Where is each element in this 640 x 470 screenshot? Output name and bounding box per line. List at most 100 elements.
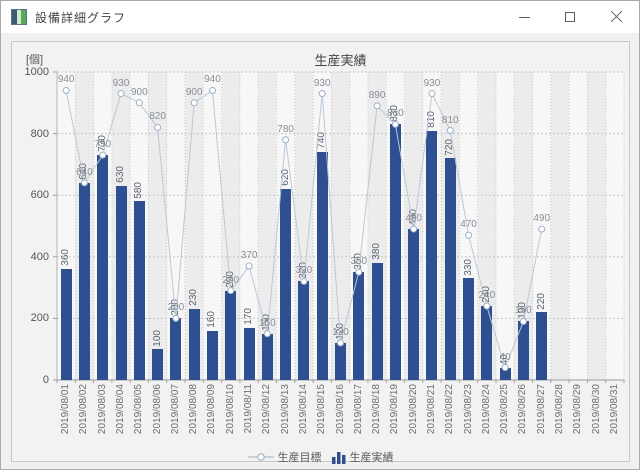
target-value-label: 200 — [167, 302, 185, 314]
x-axis-date-label: 2019/08/14 — [297, 384, 309, 435]
maximize-button[interactable] — [547, 1, 593, 33]
y-axis-unit-label: [個] — [26, 54, 44, 66]
x-axis-date-label: 2019/08/10 — [224, 384, 236, 435]
column-stripe — [495, 72, 515, 380]
x-axis-date-label: 2019/08/03 — [96, 384, 108, 435]
legend-item-actual: 生産実績 — [331, 449, 394, 465]
column-stripe — [166, 72, 186, 380]
x-axis-date-label: 2019/08/23 — [462, 384, 474, 435]
chart-legend: 生産目標 生産実績 — [12, 448, 629, 466]
production-bar — [188, 309, 200, 380]
target-value-label: 240 — [478, 290, 496, 302]
column-stripe — [185, 72, 204, 380]
x-axis-date-label: 2019/08/04 — [115, 384, 127, 435]
legend-item-target: 生産目標 — [247, 449, 322, 465]
target-value-label: 930 — [423, 77, 441, 89]
production-bar — [243, 327, 255, 380]
production-bar — [444, 158, 456, 380]
title-bar[interactable]: 設備詳細グラフ — [1, 1, 639, 33]
production-bar — [152, 349, 164, 380]
x-axis-date-label: 2019/08/06 — [151, 384, 163, 435]
x-axis-date-label: 2019/08/19 — [389, 384, 401, 435]
production-bar — [97, 155, 109, 380]
target-value-label: 350 — [350, 256, 368, 268]
target-value-label: 120 — [332, 327, 349, 339]
target-value-label: 900 — [185, 86, 203, 98]
x-axis-date-label: 2019/08/31 — [608, 384, 620, 435]
x-axis-date-label: 2019/08/26 — [517, 384, 529, 435]
minimize-button[interactable] — [501, 1, 547, 33]
column-stripe — [148, 72, 167, 380]
target-value-label: 820 — [149, 111, 166, 123]
line-marker-icon — [247, 453, 274, 461]
x-axis-date-label: 2019/08/09 — [206, 384, 218, 435]
x-axis-date-label: 2019/08/17 — [352, 384, 364, 435]
column-stripe — [605, 72, 624, 380]
target-value-label: 940 — [57, 74, 75, 86]
close-icon — [610, 11, 622, 23]
production-bar — [225, 290, 237, 380]
chart-panel: [個] 生産実績 0 200 400 600 800 1000 360 640 730 630 58… — [11, 41, 630, 464]
production-bar — [426, 130, 438, 380]
chart-title: 生産実績 — [314, 53, 367, 68]
target-value-label: 890 — [368, 89, 386, 101]
minimize-icon — [518, 16, 530, 18]
y-axis-tick-label: 0 — [42, 374, 49, 386]
target-value-label: 780 — [277, 123, 294, 135]
column-stripe — [258, 72, 277, 380]
production-bar — [353, 272, 365, 380]
production-bar — [261, 333, 273, 380]
target-value-label: 190 — [515, 305, 532, 317]
production-bar — [133, 201, 145, 380]
target-value-label: 290 — [222, 274, 240, 286]
column-stripe — [331, 72, 350, 380]
x-axis-date-label: 2019/08/16 — [334, 384, 346, 435]
production-bar — [316, 152, 328, 380]
x-axis-date-label: 2019/08/12 — [261, 384, 273, 435]
x-axis-date-label: 2019/08/08 — [188, 384, 200, 435]
target-value-label: 470 — [460, 219, 477, 231]
production-bar — [481, 306, 493, 380]
column-stripe — [203, 72, 222, 380]
target-value-label: 940 — [204, 74, 221, 86]
x-axis-date-label: 2019/08/22 — [444, 384, 456, 435]
production-bar — [206, 330, 218, 380]
production-bar — [517, 321, 529, 380]
column-stripe — [587, 72, 606, 380]
target-value-label: 730 — [94, 139, 112, 151]
production-bar — [60, 269, 72, 380]
x-axis-date-label: 2019/08/01 — [60, 384, 72, 435]
x-axis-date-label: 2019/08/18 — [371, 384, 383, 435]
maximize-icon — [565, 12, 575, 22]
close-button[interactable] — [593, 1, 639, 33]
x-axis-date-label: 2019/08/24 — [480, 384, 492, 435]
x-axis-date-label: 2019/08/15 — [316, 384, 328, 435]
production-bar — [389, 124, 401, 380]
x-axis-date-label: 2019/08/29 — [572, 384, 584, 435]
y-axis-tick-label: 400 — [30, 250, 49, 263]
target-line — [62, 86, 546, 372]
target-value-label: 150 — [258, 317, 276, 329]
production-bar — [536, 312, 548, 380]
production-bar — [408, 229, 420, 380]
target-value-label: 490 — [405, 213, 422, 225]
legend-label-target: 生産目標 — [277, 452, 322, 464]
column-stripe — [569, 72, 588, 380]
production-bar — [115, 185, 127, 380]
column-stripe — [514, 72, 533, 380]
y-axis-tick-label: 200 — [30, 312, 49, 325]
app-icon — [11, 9, 27, 25]
production-bar — [371, 262, 383, 380]
target-value-label: 490 — [533, 213, 551, 225]
target-value-label: 370 — [240, 250, 258, 262]
x-axis-date-label: 2019/08/27 — [535, 384, 547, 435]
y-axis-tick-label: 1000 — [24, 66, 49, 78]
x-axis-date-label: 2019/08/28 — [553, 384, 565, 435]
target-value-label: 930 — [313, 77, 331, 89]
window-title: 設備詳細グラフ — [35, 10, 127, 25]
column-stripe — [477, 72, 496, 380]
x-axis-date-label: 2019/08/30 — [590, 384, 602, 435]
production-bar — [170, 318, 182, 380]
x-axis-date-label: 2019/08/02 — [78, 384, 90, 435]
